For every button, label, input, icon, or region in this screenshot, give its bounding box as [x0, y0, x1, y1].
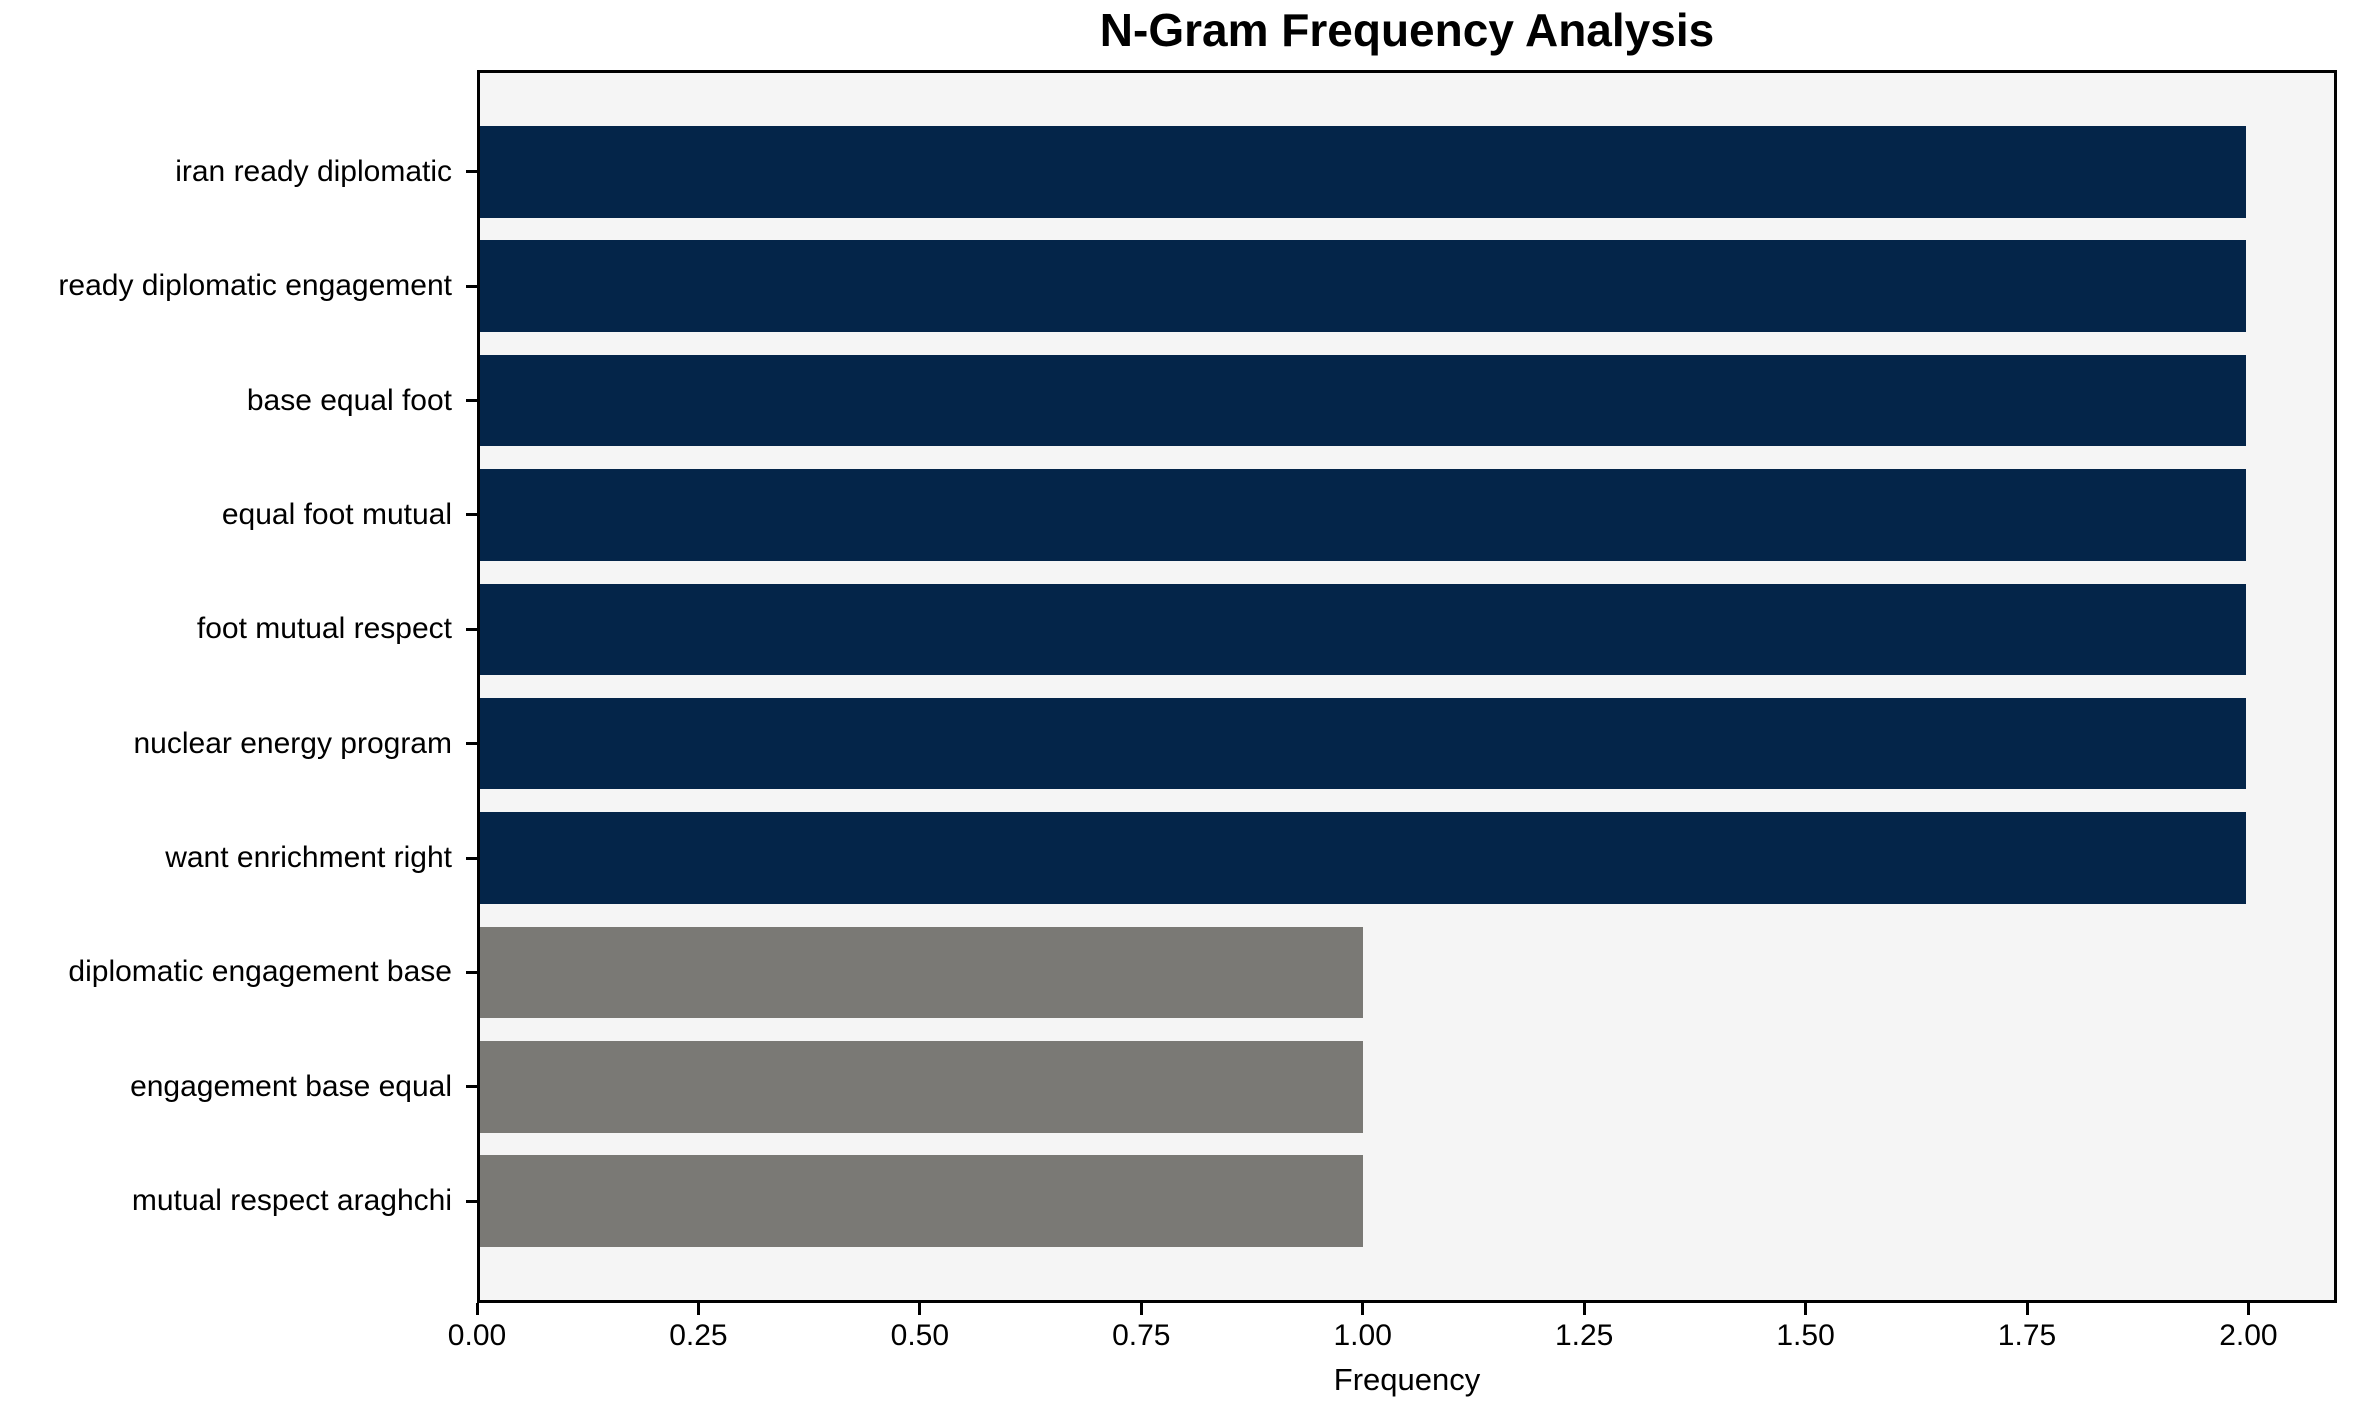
- x-tick-mark: [1361, 1303, 1365, 1315]
- y-tick-mark: [466, 513, 477, 517]
- bar: [480, 583, 2246, 676]
- y-tick-mark: [466, 284, 477, 288]
- bar: [480, 354, 2246, 447]
- y-tick-mark: [466, 970, 477, 974]
- x-tick-label: 1.00: [1333, 1319, 1392, 1352]
- x-tick-mark: [2025, 1303, 2029, 1315]
- y-tick-mark: [466, 627, 477, 631]
- y-tick-label: equal foot mutual: [221, 497, 452, 531]
- y-tick-label: iran ready diplomatic: [175, 154, 452, 188]
- x-tick-label: 0.75: [1112, 1319, 1171, 1352]
- y-tick-label: ready diplomatic engagement: [58, 269, 452, 303]
- x-tick-label: 2.00: [2219, 1319, 2278, 1352]
- y-tick-mark: [466, 170, 477, 174]
- y-tick-label: engagement base equal: [130, 1069, 452, 1103]
- bar: [480, 697, 2246, 790]
- x-tick-label: 0.00: [447, 1319, 507, 1352]
- bar: [480, 926, 1363, 1019]
- y-tick-label: nuclear energy program: [133, 726, 452, 760]
- bar: [480, 812, 2246, 904]
- x-axis-label: Frequency: [1333, 1362, 1481, 1397]
- x-tick-mark: [1582, 1303, 1586, 1315]
- bar: [480, 240, 2246, 332]
- x-tick-mark: [475, 1303, 479, 1315]
- x-tick-mark: [1804, 1303, 1808, 1315]
- bar: [480, 126, 2246, 218]
- x-tick-label: 0.25: [669, 1319, 728, 1352]
- x-tick-label: 0.50: [890, 1319, 950, 1352]
- bar: [480, 1041, 1363, 1133]
- x-tick-label: 1.75: [1997, 1319, 2057, 1352]
- y-tick-label: want enrichment right: [165, 841, 452, 875]
- y-tick-label: diplomatic engagement base: [68, 955, 452, 989]
- y-tick-mark: [466, 856, 477, 860]
- x-tick-mark: [918, 1303, 922, 1315]
- y-tick-mark: [466, 399, 477, 403]
- bar: [480, 1155, 1363, 1247]
- y-tick-mark: [466, 742, 477, 746]
- y-tick-mark: [466, 1085, 477, 1089]
- chart-title: N-Gram Frequency Analysis: [1099, 4, 1715, 56]
- y-tick-label: foot mutual respect: [196, 612, 452, 646]
- x-tick-mark: [2246, 1303, 2250, 1315]
- x-tick-mark: [696, 1303, 700, 1315]
- bar: [480, 469, 2246, 561]
- plot-area: [477, 70, 2337, 1303]
- x-tick-label: 1.25: [1554, 1319, 1614, 1352]
- y-tick-label: base equal foot: [246, 383, 452, 417]
- y-tick-mark: [466, 1199, 477, 1203]
- x-tick-mark: [1139, 1303, 1143, 1315]
- x-tick-label: 1.50: [1776, 1319, 1835, 1352]
- y-tick-label: mutual respect araghchi: [131, 1184, 452, 1218]
